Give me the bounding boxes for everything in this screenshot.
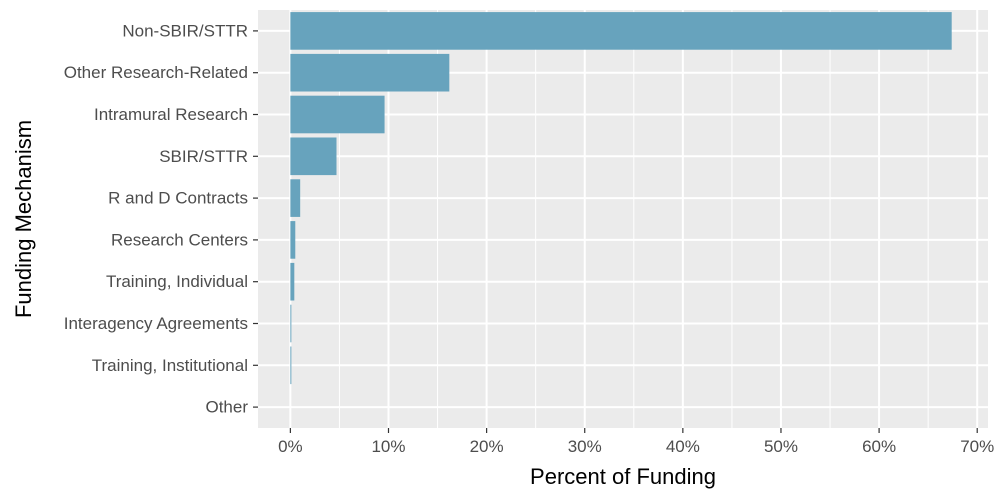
y-axis-ticks: Non-SBIR/STTR Other Research-Related Intra… <box>64 21 258 417</box>
bar <box>290 12 952 50</box>
x-tick-label: 0% <box>278 437 303 456</box>
y-tick-label: Training, Individual <box>106 272 248 291</box>
y-tick-label: R and D Contracts <box>108 189 248 208</box>
x-axis-ticks: 0% 10% 20% 30% 40% 50% 60% 70% <box>278 428 994 456</box>
x-tick-label: 70% <box>960 437 994 456</box>
x-tick-label: 40% <box>666 437 700 456</box>
x-tick-label: 50% <box>764 437 798 456</box>
y-tick-label: Intramural Research <box>94 105 248 124</box>
bar <box>290 262 295 301</box>
bar <box>290 304 292 343</box>
y-tick-label: Interagency Agreements <box>64 314 248 333</box>
y-tick-label: Other <box>205 398 248 417</box>
x-tick-label: 30% <box>568 437 602 456</box>
y-axis-title: Funding Mechanism <box>11 120 36 318</box>
bar <box>290 53 450 92</box>
x-axis-title: Percent of Funding <box>530 464 716 489</box>
x-tick-label: 60% <box>862 437 896 456</box>
bars <box>290 12 952 385</box>
y-tick-label: SBIR/STTR <box>159 147 248 166</box>
bar <box>290 137 337 176</box>
y-tick-label: Training, Institutional <box>92 356 248 375</box>
bar <box>290 95 385 134</box>
y-tick-label: Other Research-Related <box>64 63 248 82</box>
y-tick-label: Non-SBIR/STTR <box>122 21 248 40</box>
bar <box>290 179 301 217</box>
y-tick-label: Research Centers <box>111 230 248 249</box>
bar <box>290 346 292 385</box>
x-tick-label: 10% <box>371 437 405 456</box>
bar <box>290 221 296 259</box>
x-tick-label: 20% <box>470 437 504 456</box>
